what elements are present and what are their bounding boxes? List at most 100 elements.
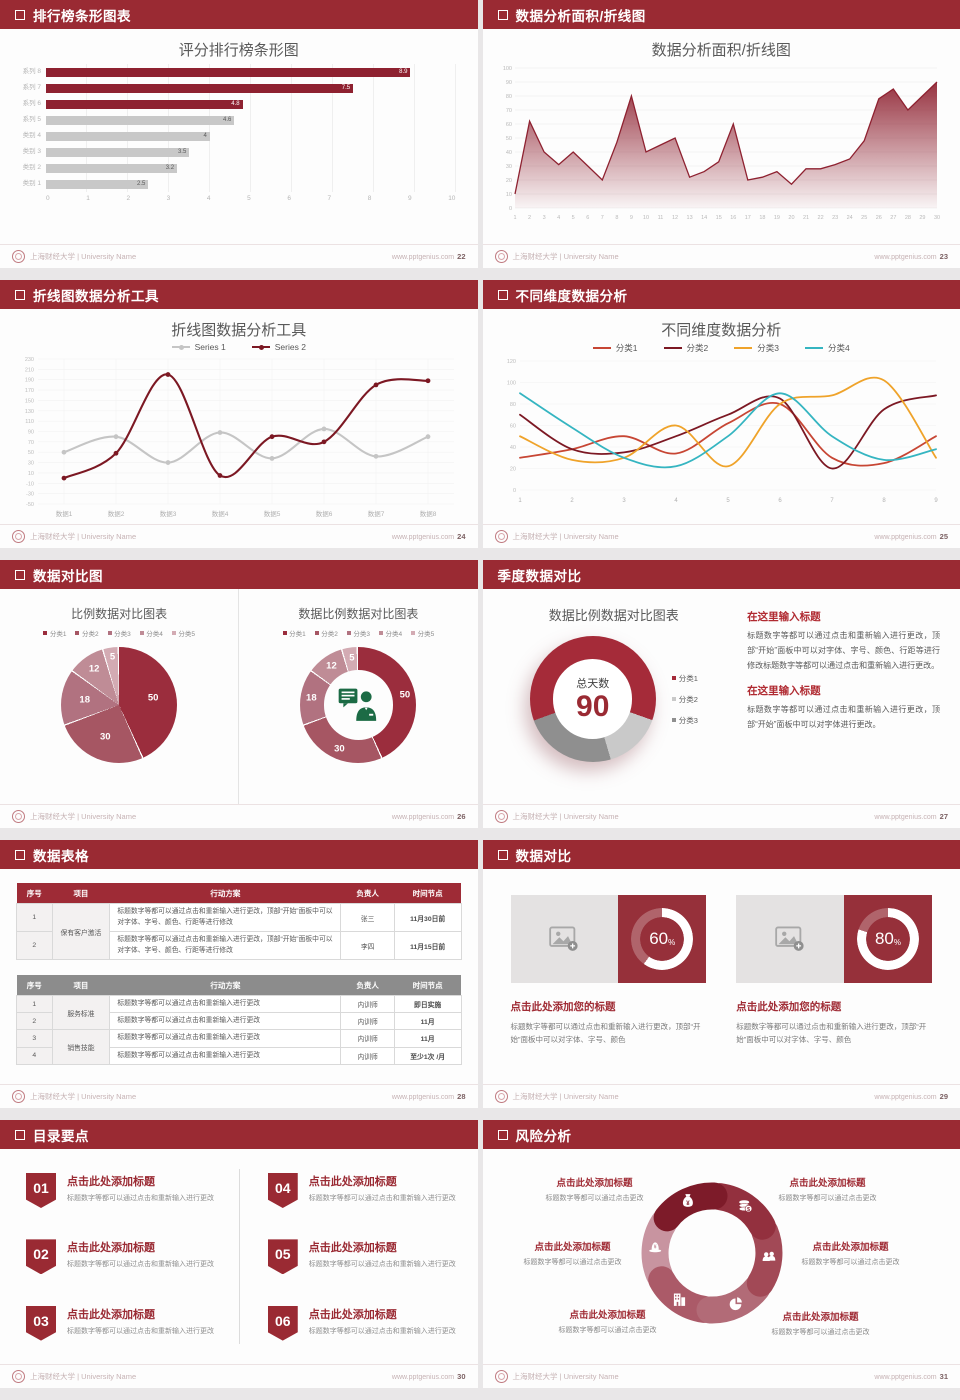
website-url: www.pptgenius.com bbox=[391, 254, 455, 261]
building-icon bbox=[673, 1293, 685, 1306]
slide-header-title: 风险分析 bbox=[515, 1128, 572, 1144]
svg-text:-10: -10 bbox=[26, 481, 34, 487]
page-number: 30 bbox=[457, 1372, 466, 1381]
slide-header-title: 数据分析面积/折线图 bbox=[515, 8, 646, 24]
legend-square-marker bbox=[282, 631, 287, 635]
bar-category-label: 类别 1 bbox=[22, 180, 41, 187]
risk-item-title: 点击此处添加标题 bbox=[812, 1242, 889, 1253]
toc-item-subtitle: 标题数字等都可以通过点击和重新输入进行更改 bbox=[308, 1195, 456, 1202]
legend-label: 分类2 bbox=[678, 694, 698, 704]
page-number: 26 bbox=[457, 812, 466, 821]
bar-value-label: 4.8 bbox=[231, 101, 240, 107]
table-row: 3 销售技能 标题数字等都可以通过点击和重新输入进行更改 内训师 11月 bbox=[16, 1029, 462, 1065]
table-row: 1 服务标准 标题数字等都可以通过点击和重新输入进行更改 内训师 即日实施 bbox=[16, 994, 462, 1031]
page-number: 23 bbox=[939, 252, 948, 261]
slide-body: 数据分析面积/折线图 0 10 20 30 40 50 60 70 80 90 100 1 2 3 4 5 6 7… bbox=[483, 29, 960, 244]
legend-line-marker bbox=[804, 347, 823, 349]
column-header: 项目 bbox=[52, 975, 110, 996]
legend-square-marker bbox=[139, 631, 144, 635]
svg-text:17: 17 bbox=[745, 215, 751, 221]
toc-text: 点击此处添加标题 标题数字等都可以通过点击和重新输入进行更改 bbox=[309, 1173, 456, 1203]
table-header-row: 序号 项目 行动方案 负责人 时间节点 bbox=[16, 975, 461, 996]
slide-pie-charts: 数据对比图 比例数据对比图表 分类1 分类2 分类3 分类4 分类5 50 30 18 12 5… bbox=[0, 560, 478, 828]
svg-text:数据6: 数据6 bbox=[315, 509, 332, 518]
svg-text:7: 7 bbox=[831, 498, 835, 504]
slide-header-title: 数据对比 bbox=[515, 848, 572, 864]
slide-header-title: 数据表格 bbox=[33, 848, 89, 864]
svg-text:40: 40 bbox=[510, 445, 516, 451]
bar-value-label: 4 bbox=[203, 133, 207, 139]
svg-text:3: 3 bbox=[543, 215, 546, 221]
legend-item: 分类5 bbox=[411, 628, 434, 638]
bar-value-label: 4.6 bbox=[223, 117, 232, 123]
legend-square-marker bbox=[671, 697, 676, 701]
square-bullet-icon bbox=[15, 849, 25, 860]
svg-text:8: 8 bbox=[883, 498, 887, 504]
page-number: 29 bbox=[939, 1092, 948, 1101]
bar-category-label: 系列 6 bbox=[22, 100, 41, 107]
chart-legend: 分类1 分类2 分类3 bbox=[671, 673, 698, 726]
legend-square-marker bbox=[171, 631, 176, 635]
x-tick-label: 3 bbox=[166, 195, 171, 202]
card-media: 60% bbox=[510, 895, 707, 983]
svg-text:15: 15 bbox=[716, 215, 722, 221]
cell-item: 保有客户激活 bbox=[51, 903, 111, 960]
svg-text:90: 90 bbox=[506, 80, 512, 86]
website-url: www.pptgenius.com bbox=[874, 1094, 937, 1101]
bar-plot-area: 8.9 7.5 4.8 4.6 4 3.5 3.2 2.5 bbox=[46, 64, 456, 192]
chart-legend: 分类1 分类2 分类3 分类4 分类5 bbox=[282, 628, 434, 638]
svg-text:数据8: 数据8 bbox=[419, 509, 436, 518]
bar: 4.6 bbox=[46, 115, 235, 125]
legend-item: 分类3 bbox=[346, 628, 370, 638]
legend-label: 分类4 bbox=[385, 631, 403, 638]
toc-text: 点击此处添加标题 标题数字等都可以通过点击和重新输入进行更改 bbox=[67, 1173, 214, 1203]
svg-text:30: 30 bbox=[28, 461, 34, 467]
risk-item-title: 点击此处添加标题 bbox=[782, 1312, 859, 1323]
slide-body: 比例数据对比图表 分类1 分类2 分类3 分类4 分类5 50 30 18 12 5 数据比例数… bbox=[0, 589, 478, 804]
slide-header: 不同维度数据分析 bbox=[482, 280, 960, 309]
cell-plan: 标题数字等都可以通过点击和重新输入进行更改 bbox=[109, 994, 342, 1014]
bar-value-label: 7.5 bbox=[341, 85, 351, 91]
page-number: 31 bbox=[939, 1372, 948, 1381]
legend-line-marker bbox=[171, 344, 190, 350]
legend-square-marker bbox=[107, 631, 112, 635]
square-bullet-icon bbox=[15, 289, 25, 300]
card-body: 标题数字等都可以通过点击和重新输入进行更改，顶部“开始”面板中可以对字体、字号、… bbox=[510, 1022, 701, 1045]
svg-text:190: 190 bbox=[25, 378, 34, 384]
line-chart: 230 210 190 170 150 130 110 90 70 50 30 10 -10 -30 -50… bbox=[0, 352, 478, 520]
square-bullet-icon bbox=[15, 1129, 25, 1140]
university-logo bbox=[494, 250, 508, 263]
compare-cards: 60% 点击此处添加您的标题标题数字等都可以通过点击和重新输入进行更改，顶部“开始… bbox=[483, 869, 960, 1046]
slide-footer: 上海财经大学 | University Name www.pptgenius.c… bbox=[482, 524, 960, 548]
table-row: 2 标题数字等都可以通过点击和重新输入进行更改，顶部“开始”面板中可以对字体、字号… bbox=[16, 931, 462, 960]
legend-label: 分类1 bbox=[289, 631, 306, 638]
line-chart-svg: 230 210 190 170 150 130 110 90 70 50 30 10 -10 -30 -50… bbox=[25, 357, 454, 518]
university-name: 上海财经大学 | University Name bbox=[30, 812, 137, 821]
risk-text-block: 点击此处添加标题 标题数字等都可以通过点击更改 bbox=[528, 1307, 688, 1335]
university-logo bbox=[12, 1370, 25, 1383]
cell-time: 即日实施 bbox=[393, 994, 462, 1014]
legend-label: 分类1 bbox=[678, 673, 698, 683]
legend-item: 分类1 bbox=[592, 342, 638, 354]
website-url: www.pptgenius.com bbox=[391, 1374, 455, 1381]
legend-dot-marker bbox=[258, 344, 264, 350]
risk-text-block: 点击此处添加标题 标题数字等都可以通过点击更改 bbox=[493, 1239, 653, 1267]
university-name: 上海财经大学 | University Name bbox=[30, 1092, 137, 1101]
bar-row: 8.9 bbox=[46, 64, 456, 80]
svg-text:18: 18 bbox=[760, 215, 766, 221]
slide-header: 折线图数据分析工具 bbox=[0, 280, 478, 309]
svg-text:数据2: 数据2 bbox=[107, 509, 124, 518]
card-title: 点击此处添加您的标题 bbox=[510, 1001, 616, 1013]
bar-row: 3.5 bbox=[46, 144, 456, 160]
page-number: 22 bbox=[457, 252, 466, 261]
bar-category-label: 系列 7 bbox=[22, 84, 41, 91]
bar-category-label: 类别 3 bbox=[22, 148, 41, 155]
svg-text:30: 30 bbox=[934, 215, 940, 221]
legend-label: 分类5 bbox=[417, 631, 435, 638]
risk-item-title: 点击此处添加标题 bbox=[556, 1178, 633, 1189]
slide-quarter-compare: 季度数据对比 数据比例数据对比图表 总天数 90 分类1 分类2 分类3 bbox=[482, 560, 960, 828]
pie-value-label: 12 bbox=[326, 660, 337, 672]
cell-owner: 张三 bbox=[340, 903, 395, 932]
slide-header: 数据表格 bbox=[0, 840, 478, 869]
